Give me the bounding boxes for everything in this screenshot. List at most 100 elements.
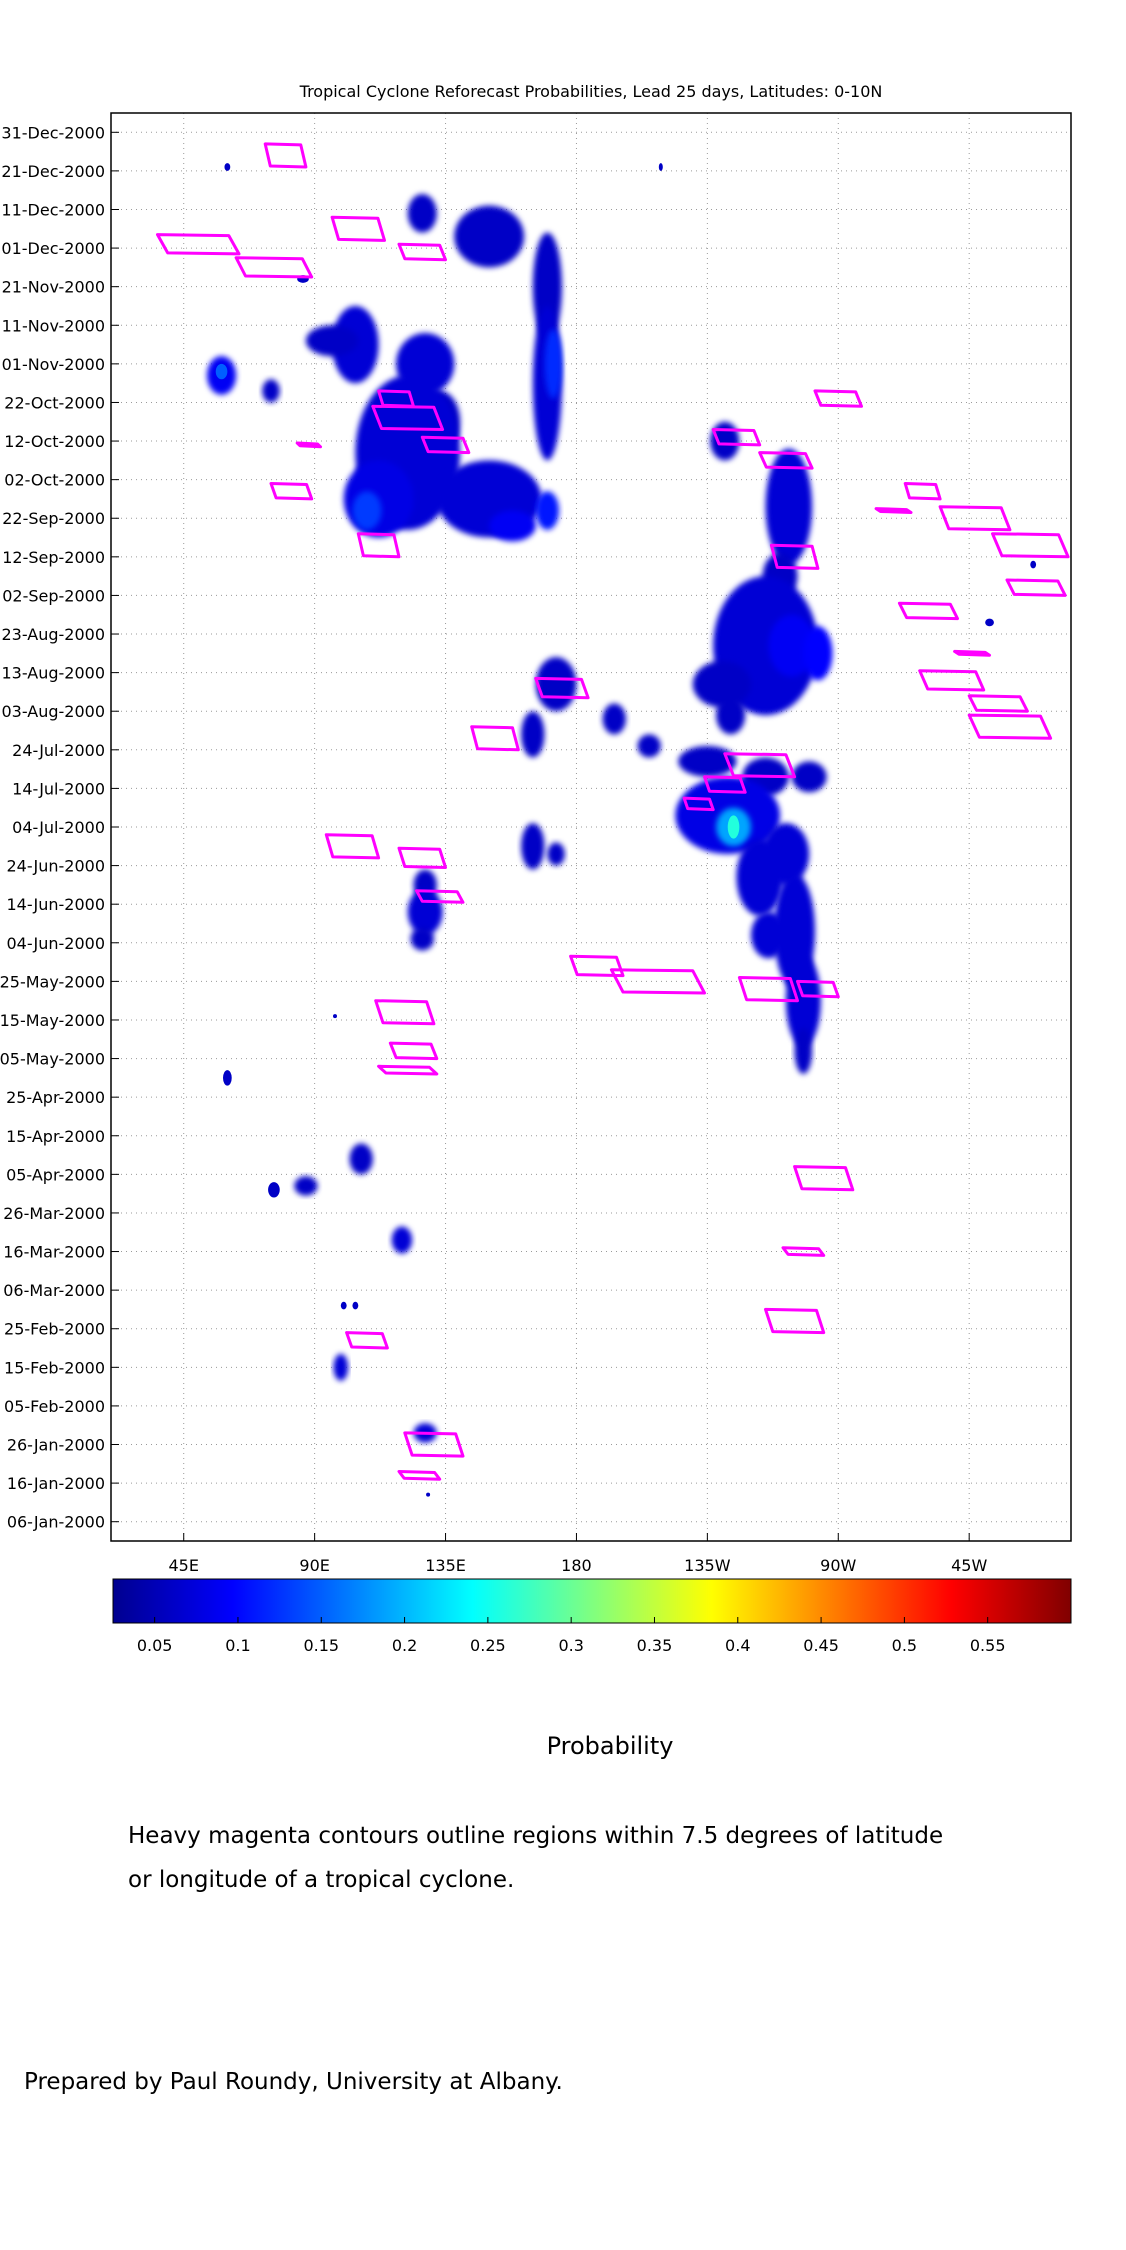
- probability-region: [333, 1014, 337, 1019]
- probability-region: [1030, 560, 1037, 569]
- y-tick-label: 15-May-2000: [0, 1011, 105, 1030]
- colorbar-tick-label: 0.05: [137, 1636, 173, 1655]
- cyclone-contour: [397, 242, 447, 262]
- probability-region: [785, 954, 821, 1047]
- y-tick-label: 11-Nov-2000: [2, 316, 105, 335]
- cyclone-contour: [769, 543, 820, 570]
- probability-region: [333, 1353, 349, 1381]
- y-tick-label: 05-Apr-2000: [6, 1165, 105, 1184]
- probability-region: [716, 695, 746, 735]
- probability-region: [692, 661, 752, 708]
- colorbar: [112, 1578, 1072, 1624]
- cyclone-contour: [711, 428, 762, 447]
- probability-region: [791, 761, 827, 793]
- probability-region: [426, 1492, 431, 1497]
- probability-region: [407, 194, 437, 233]
- x-tick-label: 135W: [684, 1556, 731, 1575]
- cyclone-contour: [415, 889, 465, 904]
- colorbar-label: Probability: [546, 1732, 674, 1760]
- probability-region: [521, 823, 545, 870]
- y-tick-label: 14-Jul-2000: [12, 779, 105, 798]
- cyclone-contour: [967, 713, 1053, 740]
- probability-region: [294, 1176, 318, 1196]
- y-tick-label: 01-Dec-2000: [1, 239, 105, 258]
- probability-region: [678, 745, 737, 777]
- cyclone-contour: [737, 976, 799, 1003]
- cyclone-contour: [609, 968, 706, 995]
- y-tick-label: 21-Nov-2000: [2, 278, 105, 297]
- probability-region: [352, 1301, 359, 1310]
- y-tick-label: 31-Dec-2000: [1, 123, 105, 142]
- probability-region: [768, 614, 816, 677]
- x-tick-label: 45W: [951, 1556, 987, 1575]
- y-tick-label: 12-Sep-2000: [2, 548, 105, 567]
- probability-region: [343, 460, 414, 538]
- probability-region: [305, 325, 359, 357]
- y-tick-label: 16-Jan-2000: [7, 1474, 105, 1493]
- probability-region: [340, 1301, 347, 1310]
- probability-region: [736, 838, 784, 916]
- y-tick-label: 02-Sep-2000: [2, 586, 105, 605]
- probability-region: [727, 815, 740, 839]
- probability-region: [349, 1143, 373, 1175]
- cyclone-contour: [813, 389, 863, 408]
- y-tick-label: 04-Jul-2000: [12, 818, 105, 837]
- probability-region: [352, 491, 382, 530]
- probability-region: [803, 626, 833, 681]
- probability-region: [532, 232, 562, 341]
- y-tick-label: 01-Nov-2000: [2, 355, 105, 374]
- probability-region: [794, 1027, 813, 1075]
- colorbar-tick-label: 0.15: [303, 1636, 339, 1655]
- probability-region: [521, 711, 545, 758]
- x-tick-label: 90E: [299, 1556, 329, 1575]
- cyclone-contour: [330, 215, 386, 242]
- colorbar-tick-label: 0.2: [392, 1636, 417, 1655]
- cyclone-contour: [764, 1307, 826, 1335]
- x-axis: 45E 90E 135E 180 135W 90W 45W: [168, 1533, 987, 1575]
- probability-region: [751, 911, 786, 959]
- probability-region: [985, 618, 994, 627]
- probability-regions: [207, 163, 1037, 1497]
- y-tick-label: 25-Apr-2000: [6, 1088, 105, 1107]
- colorbar-tick-label: 0.5: [892, 1636, 917, 1655]
- cyclone-contour: [938, 505, 1012, 532]
- cyclone-contour: [682, 796, 715, 812]
- cyclone-contour: [234, 256, 314, 279]
- y-tick-label: 02-Oct-2000: [4, 471, 105, 490]
- x-tick-label: 180: [561, 1556, 592, 1575]
- y-tick-label: 24-Jul-2000: [12, 741, 105, 760]
- cyclone-contour: [723, 752, 797, 779]
- colorbar-tick-label: 0.25: [470, 1636, 506, 1655]
- y-tick-label: 24-Jun-2000: [6, 857, 105, 876]
- y-tick-label: 22-Sep-2000: [2, 509, 105, 528]
- y-tick-label: 15-Apr-2000: [6, 1127, 105, 1146]
- colorbar-tick-label: 0.4: [725, 1636, 750, 1655]
- probability-region: [710, 421, 740, 461]
- probability-region: [224, 163, 231, 171]
- cyclone-contour: [569, 954, 625, 978]
- cyclone-contour: [793, 1165, 855, 1192]
- cyclone-contour: [953, 649, 991, 657]
- cyclone-contour: [345, 1331, 389, 1350]
- cyclone-contour: [534, 676, 590, 700]
- y-tick-label: 11-Dec-2000: [1, 200, 105, 219]
- cyclone-contour: [356, 532, 401, 559]
- probability-region: [535, 491, 559, 530]
- chart-title: Tropical Cyclone Reforecast Probabilitie…: [299, 82, 883, 101]
- cyclone-contour: [371, 404, 445, 431]
- y-tick-label: 05-Feb-2000: [4, 1397, 105, 1416]
- cyclone-contour: [263, 142, 308, 169]
- y-tick-label: 22-Oct-2000: [4, 393, 105, 412]
- y-tick-label: 15-Feb-2000: [4, 1358, 105, 1377]
- probability-region: [637, 734, 661, 758]
- cyclone-contour: [991, 532, 1070, 559]
- probability-region: [268, 1182, 280, 1198]
- y-tick-label: 06-Mar-2000: [3, 1281, 105, 1300]
- cyclone-contour: [897, 601, 959, 621]
- probability-region: [658, 163, 663, 171]
- x-tick-label: 135E: [425, 1556, 466, 1575]
- y-tick-label: 23-Aug-2000: [1, 625, 105, 644]
- x-tick-label: 90W: [820, 1556, 856, 1575]
- cyclone-contour: [1005, 578, 1067, 597]
